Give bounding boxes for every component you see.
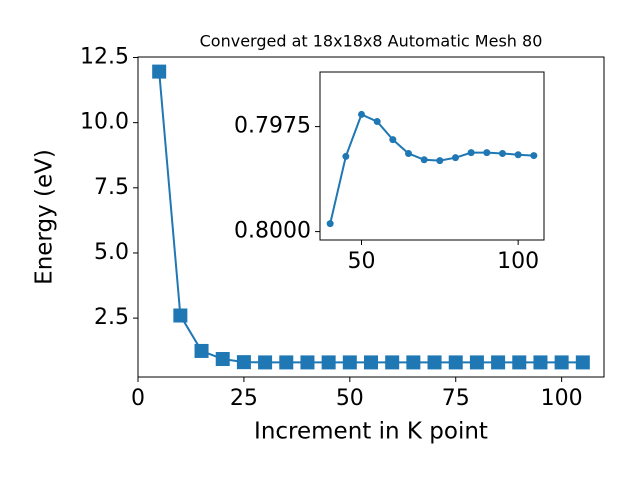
marker	[483, 149, 491, 157]
x-tick-label: 25	[230, 386, 258, 411]
marker	[451, 154, 459, 162]
marker	[279, 355, 294, 370]
x-tick-label: 50	[348, 249, 376, 274]
x-tick-label: 50	[336, 386, 364, 411]
marker	[427, 355, 442, 370]
marker	[342, 355, 357, 370]
y-tick-label: 12.5	[80, 45, 129, 70]
marker	[469, 355, 484, 370]
marker	[491, 355, 506, 370]
x-tick-label: 75	[442, 386, 470, 411]
marker	[236, 355, 251, 370]
marker	[258, 355, 273, 370]
marker	[514, 151, 522, 159]
marker	[373, 118, 381, 126]
y-tick-label: 0.8000	[234, 219, 311, 244]
marker	[406, 355, 421, 370]
marker	[173, 308, 188, 323]
y-axis-label: Energy (eV)	[32, 149, 58, 285]
marker	[467, 149, 475, 157]
marker	[575, 355, 590, 370]
marker	[530, 152, 538, 160]
marker	[533, 355, 548, 370]
y-tick-label: 7.5	[94, 175, 129, 200]
marker	[512, 355, 527, 370]
marker	[321, 355, 336, 370]
y-tick-label: 5.0	[94, 240, 129, 265]
marker	[448, 355, 463, 370]
x-tick-label: 100	[497, 249, 539, 274]
y-tick-label: 2.5	[94, 305, 129, 330]
x-tick-label: 0	[131, 386, 145, 411]
marker	[194, 343, 209, 358]
marker	[364, 355, 378, 370]
chart-title: Converged at 18x18x8 Automatic Mesh 80	[200, 32, 543, 51]
marker	[326, 220, 334, 228]
marker	[385, 355, 400, 370]
x-tick-label: 100	[541, 386, 583, 411]
axes-frame	[319, 71, 545, 241]
y-tick-label: 0.7975	[234, 114, 311, 139]
marker	[498, 149, 506, 157]
marker	[215, 352, 230, 367]
marker	[389, 136, 397, 144]
marker	[152, 64, 167, 79]
marker	[554, 355, 569, 370]
marker	[358, 110, 366, 118]
marker	[405, 149, 413, 157]
marker	[436, 157, 444, 165]
x-axis-label: Increment in K point	[254, 419, 488, 445]
marker	[300, 355, 315, 370]
marker	[420, 156, 428, 164]
y-tick-label: 10.0	[80, 110, 129, 135]
marker	[342, 152, 350, 160]
